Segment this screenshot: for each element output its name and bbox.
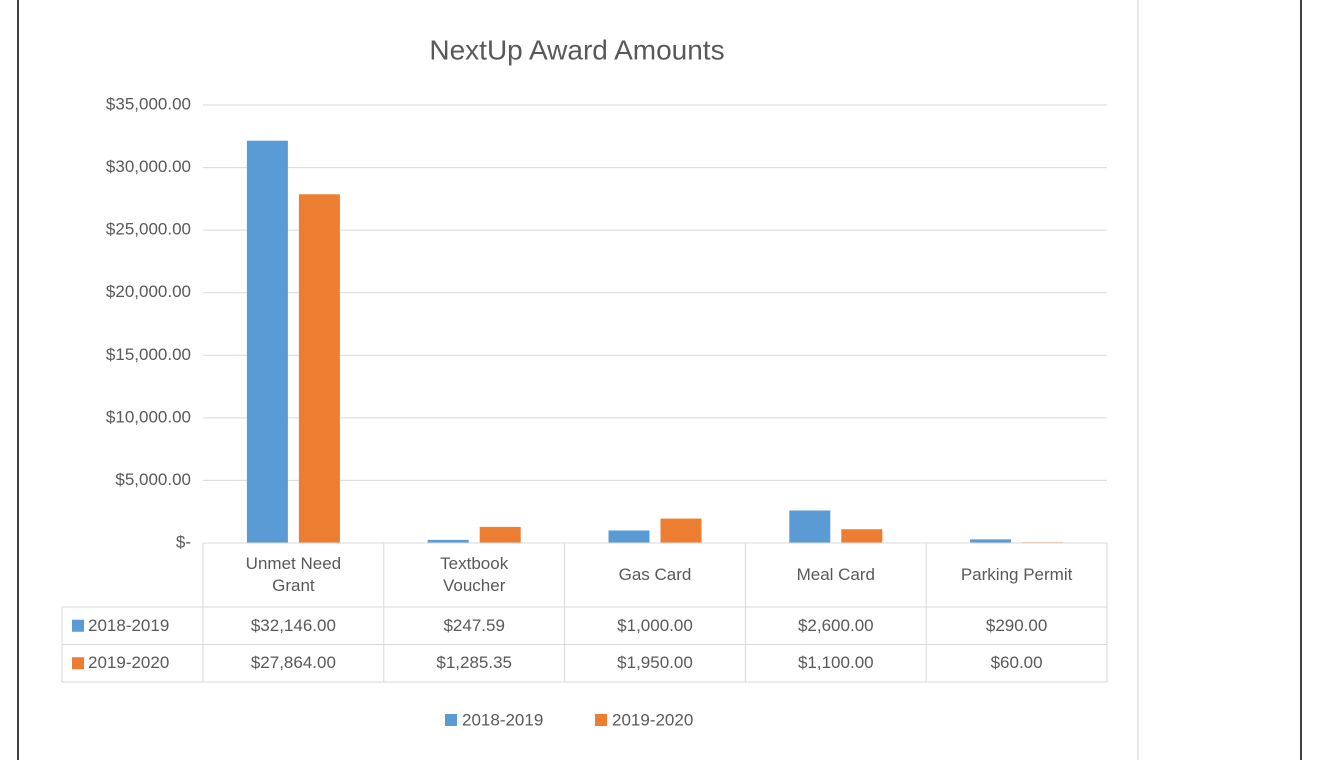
value-label: $1,950.00	[617, 653, 693, 673]
bar	[479, 526, 521, 543]
y-tick-label: $20,000.00	[106, 282, 191, 301]
value-label: $32,146.00	[250, 615, 336, 635]
legend-key	[595, 714, 607, 726]
legend-key	[72, 657, 84, 670]
y-tick-label: $10,000.00	[106, 407, 191, 426]
value-label: $247.59	[443, 615, 505, 635]
value-label: $2,600.00	[797, 615, 874, 635]
bar	[970, 539, 1012, 543]
category-label: Textbook Voucher	[440, 554, 509, 595]
row-header: 2018-2019	[88, 615, 170, 635]
legend-key	[72, 619, 84, 632]
bar	[427, 539, 469, 543]
bar	[660, 518, 702, 543]
y-tick-label: $-	[176, 532, 191, 551]
category-label: Meal Card	[796, 565, 875, 584]
y-tick-label: $30,000.00	[106, 157, 191, 176]
value-label: $27,864.00	[250, 653, 336, 673]
value-label: $60.00	[990, 653, 1043, 673]
y-tick-label: $15,000.00	[106, 345, 191, 364]
bar	[246, 140, 288, 544]
value-label: $1,100.00	[797, 653, 874, 673]
legend-label: 2018-2019	[462, 710, 543, 729]
value-label: $290.00	[985, 615, 1048, 635]
bar	[789, 510, 831, 543]
category-label: Parking Permit	[960, 565, 1073, 584]
value-label: $1,285.35	[436, 653, 513, 673]
value-label: $1,000.00	[617, 615, 693, 635]
legend-label: 2019-2020	[612, 710, 693, 729]
y-tick-label: $25,000.00	[106, 220, 191, 239]
legend-key	[445, 714, 457, 726]
chart-title: NextUp Award Amounts	[429, 34, 724, 65]
row-header: 2019-2020	[88, 653, 170, 673]
category-label: Unmet Need Grant	[245, 554, 342, 595]
y-tick-label: $35,000.00	[106, 94, 191, 113]
bar	[841, 529, 883, 543]
y-tick-label: $5,000.00	[115, 470, 191, 489]
bar	[298, 194, 340, 543]
category-label: Gas Card	[618, 565, 692, 584]
bar	[608, 530, 650, 543]
